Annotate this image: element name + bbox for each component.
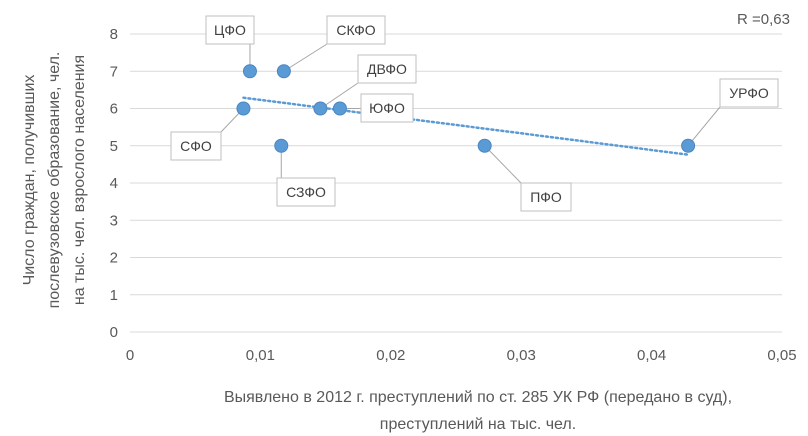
callout-box-2 [357, 54, 417, 84]
data-point-6 [477, 138, 492, 153]
y-tick-label-8: 8 [110, 26, 118, 43]
y-tick-label-2: 2 [110, 250, 118, 267]
data-point-7 [681, 138, 696, 153]
leader-line-6 [484, 145, 522, 184]
callout-label-6: ПФО [530, 189, 562, 205]
x-tick-labels: 0 0,01 0,02 0,03 0,04 0,05 [126, 347, 797, 364]
x-axis-title-line-1: Выявлено в 2012 г. преступлений по ст. 2… [224, 389, 732, 406]
data-point-1 [276, 64, 291, 79]
x-axis-title-line-2: преступлений на тыс. чел. [380, 416, 576, 433]
data-point-3 [332, 101, 347, 116]
leader-lines [220, 43, 721, 184]
point-callouts: ЦФО СКФО ДВФО ЮФО СФО СЗФО ПФО УРФО [170, 15, 779, 212]
data-point-4 [236, 101, 251, 116]
x-tick-label-1: 0,01 [246, 347, 275, 364]
y-axis-title-line-1: Число граждан, получивших [21, 75, 38, 286]
y-axis-title-line-2: послевузовское образование, чел. [46, 52, 63, 309]
y-tick-label-7: 7 [110, 63, 118, 80]
y-tick-label-1: 1 [110, 287, 118, 304]
x-tick-label-2: 0,02 [376, 347, 405, 364]
correlation-annotation: R =0,63 [737, 11, 790, 28]
y-tick-label-3: 3 [110, 212, 118, 229]
data-point-5 [274, 138, 289, 153]
y-axis-title: Число граждан, получивших послевузовское… [21, 52, 88, 309]
callout-box-6 [520, 182, 572, 212]
callout-box-4 [170, 131, 222, 161]
y-tick-label-6: 6 [110, 101, 118, 118]
x-tick-label-5: 0,05 [767, 347, 796, 364]
callout-box-7 [719, 78, 779, 108]
y-tick-label-5: 5 [110, 138, 118, 155]
leader-line-7 [687, 106, 721, 147]
callout-label-5: СЗФО [286, 184, 326, 200]
callout-label-1: СКФО [336, 22, 375, 38]
y-axis-title-line-3: на тыс. чел. взрослого населения [71, 55, 88, 305]
x-tick-label-3: 0,03 [507, 347, 536, 364]
grid-lines [130, 33, 782, 296]
y-tick-label-4: 4 [110, 175, 118, 192]
callout-box-0 [205, 15, 255, 45]
callout-box-5 [276, 177, 336, 207]
y-tick-labels: 0 1 2 3 4 5 6 7 8 [110, 26, 118, 341]
callout-label-4: СФО [180, 138, 212, 154]
leader-line-1 [283, 43, 328, 72]
x-tick-label-0: 0 [126, 347, 134, 364]
y-tick-label-0: 0 [110, 324, 118, 341]
x-axis-title: Выявлено в 2012 г. преступлений по ст. 2… [224, 389, 732, 433]
leader-line-2 [320, 82, 359, 109]
callout-label-2: ДВФО [367, 61, 407, 77]
callout-label-7: УРФО [729, 85, 769, 101]
data-point-0 [242, 64, 257, 79]
data-point-2 [313, 101, 328, 116]
callout-box-1 [326, 15, 386, 45]
data-points [236, 64, 696, 153]
callout-label-0: ЦФО [214, 22, 246, 38]
callout-label-3: ЮФО [369, 100, 405, 116]
callout-box-3 [360, 93, 414, 123]
x-tick-label-4: 0,04 [637, 347, 666, 364]
